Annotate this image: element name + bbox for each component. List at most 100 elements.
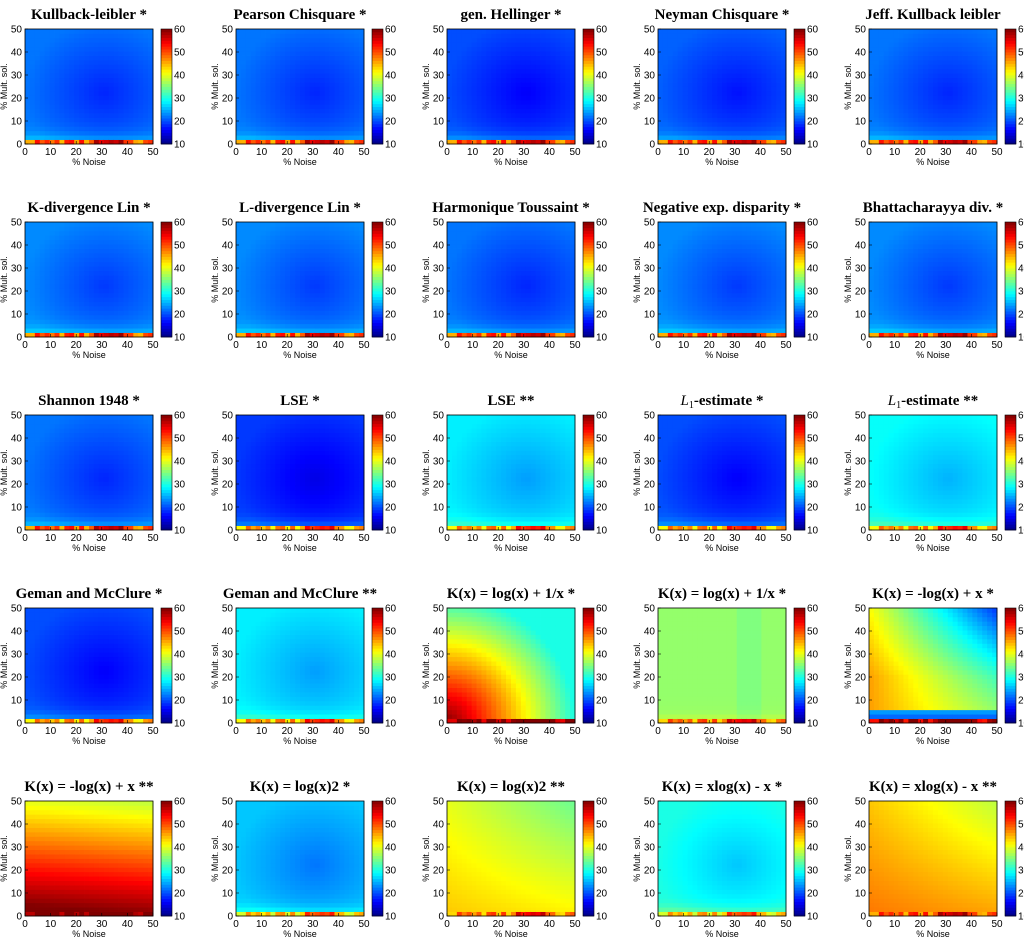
colorbar-segment <box>794 115 805 119</box>
y-tick-label: 30 <box>644 71 656 82</box>
heatmap-cell <box>280 130 286 136</box>
heatmap-cell <box>987 51 993 56</box>
heatmap-cell <box>304 139 311 145</box>
heatmap-cell <box>319 82 326 87</box>
heatmap-cell <box>74 73 80 79</box>
heatmap-cell <box>300 130 306 136</box>
heatmap-cell <box>275 135 281 140</box>
heatmap-cell <box>108 248 115 254</box>
heatmap-cell <box>270 257 276 263</box>
heatmap-cell <box>29 319 36 325</box>
heatmap-cell <box>74 239 80 245</box>
heatmap-cell <box>712 99 718 105</box>
y-tick-label: 30 <box>855 71 867 82</box>
heatmap-cell <box>49 301 55 307</box>
heatmap-cell <box>260 297 266 303</box>
heatmap-cell <box>123 279 129 285</box>
heatmap-cell <box>25 77 31 83</box>
heatmap-cell <box>707 82 713 87</box>
colorbar-segment <box>161 100 172 105</box>
heatmap-cell <box>285 244 291 249</box>
heatmap-cell <box>290 297 296 303</box>
heatmap-cell <box>103 292 110 298</box>
heatmap-cell <box>354 130 360 136</box>
heatmap-cell <box>138 95 144 101</box>
heatmap-cell <box>354 121 360 127</box>
heatmap-cell <box>44 104 51 110</box>
heatmap-cell <box>451 99 458 105</box>
heatmap-cell <box>143 108 149 114</box>
heatmap-cell <box>937 126 944 132</box>
heatmap-cell <box>702 113 708 118</box>
heatmap-cell <box>972 126 978 132</box>
heatmap-cell <box>148 37 154 43</box>
heatmap-cell <box>34 222 41 227</box>
heatmap-cell <box>560 104 566 110</box>
heatmap-cell <box>319 261 326 267</box>
heatmap-cell <box>133 37 139 43</box>
heatmap-cell <box>349 95 355 101</box>
heatmap-cell <box>265 222 271 227</box>
heatmap-cell <box>466 64 473 70</box>
heatmap-cell <box>687 77 693 83</box>
heatmap-cell <box>84 86 90 92</box>
heatmap-cell <box>692 46 698 52</box>
heatmap-cell <box>677 29 684 34</box>
heatmap-cell <box>285 33 291 39</box>
colorbar-segment <box>583 37 594 41</box>
heatmap-cell <box>491 55 497 61</box>
heatmap-cell <box>236 328 242 333</box>
heatmap-cell <box>726 59 733 65</box>
heatmap-cell <box>280 108 286 114</box>
heatmap-cell <box>324 82 330 87</box>
colorbar-segment <box>1005 98 1016 102</box>
heatmap-cell <box>530 86 537 92</box>
heatmap-cell <box>697 108 703 114</box>
heatmap-cell <box>64 95 70 101</box>
heatmap-cell <box>236 270 242 276</box>
heatmap-cell <box>255 257 262 263</box>
heatmap-cell <box>265 68 271 74</box>
heatmap-cell <box>128 104 134 110</box>
heatmap-cell <box>947 33 954 39</box>
heatmap-cell <box>535 77 541 83</box>
heatmap-cell <box>349 59 355 65</box>
heatmap-cell <box>240 46 247 52</box>
heatmap-cell <box>736 104 743 110</box>
heatmap-cell <box>339 90 345 96</box>
heatmap-cell <box>93 130 100 136</box>
heatmap-cell <box>555 139 561 145</box>
heatmap-cell <box>702 139 708 145</box>
heatmap-cell <box>113 55 119 61</box>
heatmap-cell <box>947 46 954 52</box>
heatmap-cell <box>726 108 733 114</box>
heatmap-cell <box>717 42 723 48</box>
heatmap-cell <box>265 113 271 118</box>
heatmap-cell <box>280 332 286 338</box>
heatmap-cell <box>29 279 36 285</box>
heatmap-cell <box>89 222 95 227</box>
heatmap-cell <box>918 46 924 52</box>
heatmap-cell <box>501 104 507 110</box>
heatmap-cell <box>972 121 978 127</box>
heatmap-cell <box>98 244 105 249</box>
heatmap-cell <box>74 275 80 280</box>
heatmap-cell <box>270 59 276 65</box>
heatmap-cell <box>59 64 65 70</box>
heatmap-cell <box>967 108 973 114</box>
heatmap-cell <box>712 46 718 52</box>
heatmap-cell <box>138 130 144 136</box>
y-axis-label: % Mult. sol. <box>210 63 220 110</box>
heatmap-cell <box>766 82 772 87</box>
heatmap-cell <box>79 328 85 333</box>
heatmap-cell <box>702 29 708 34</box>
heatmap-cell <box>103 51 110 56</box>
heatmap-cell <box>285 323 291 329</box>
colorbar-segment <box>1005 31 1016 36</box>
heatmap-cell <box>255 104 262 110</box>
heatmap-cell <box>967 64 973 70</box>
heatmap-cell <box>712 108 718 114</box>
heatmap-cell <box>918 113 924 118</box>
colorbar-segment <box>161 328 172 332</box>
heatmap-cell <box>913 113 919 118</box>
